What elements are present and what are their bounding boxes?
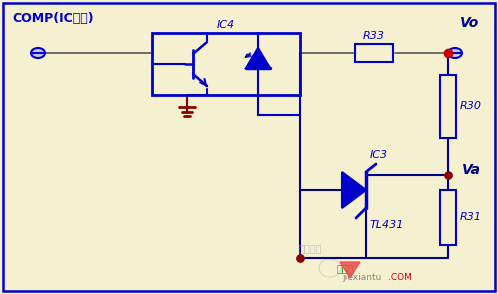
Polygon shape [340,262,360,278]
Ellipse shape [31,48,45,58]
Text: IC3: IC3 [370,150,388,160]
Bar [355,44,393,62]
Text: R33: R33 [363,31,385,41]
Text: 电工天下: 电工天下 [298,243,322,253]
Text: jiexiantu: jiexiantu [342,273,381,283]
Text: R31: R31 [460,212,482,222]
Bar [152,33,300,95]
Text: 接线图: 接线图 [336,263,354,273]
Text: TL431: TL431 [370,220,404,230]
Bar [440,190,456,245]
Polygon shape [246,48,270,68]
Ellipse shape [448,48,462,58]
Bar [440,75,456,138]
Text: Va: Va [462,163,481,177]
Polygon shape [342,172,366,208]
Text: COMP(IC的脚): COMP(IC的脚) [12,12,94,25]
Text: R30: R30 [460,101,482,111]
Text: IC4: IC4 [217,20,235,30]
Text: Vo: Vo [460,16,479,30]
Text: .COM: .COM [388,273,412,283]
